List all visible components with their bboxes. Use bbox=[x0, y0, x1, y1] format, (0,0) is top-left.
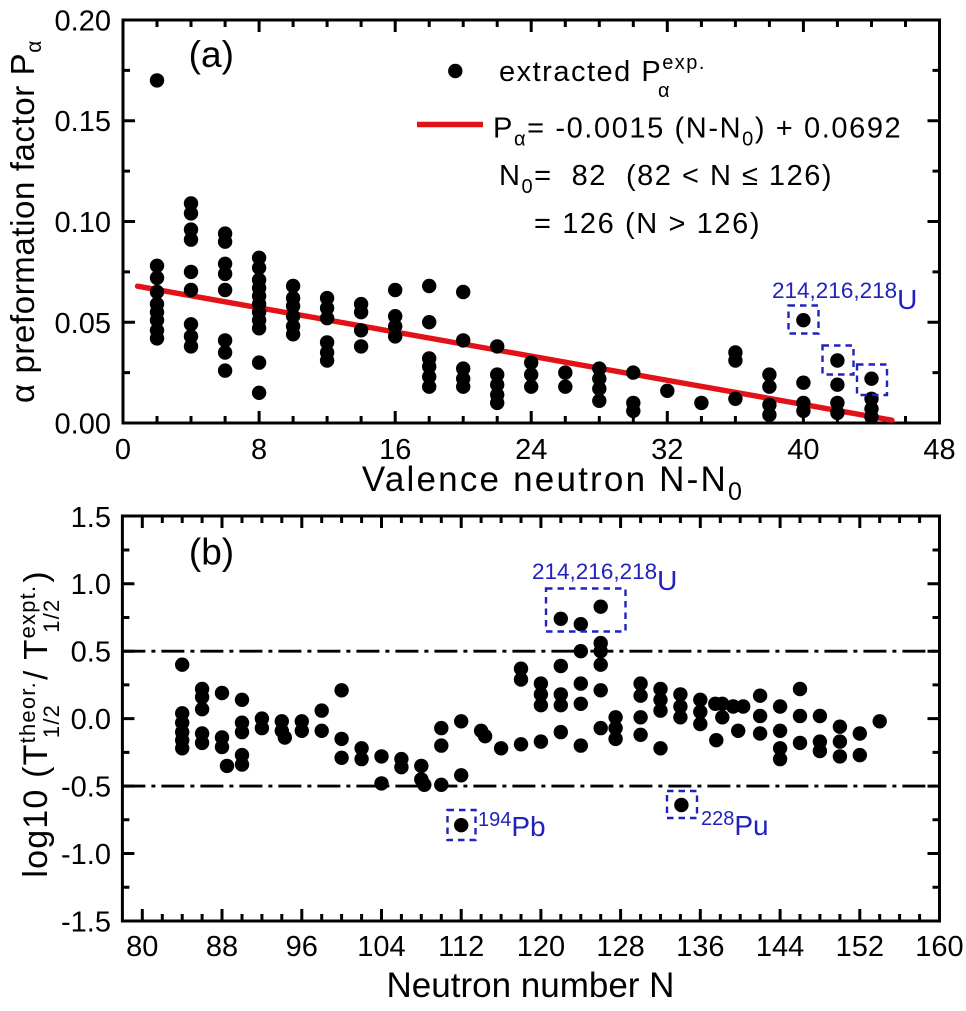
svg-text:N0= 82 (82 < N ≤ 126): N0= 82 (82 < N ≤ 126) bbox=[499, 160, 833, 198]
svg-text:1.0: 1.0 bbox=[71, 569, 111, 601]
svg-text:80: 80 bbox=[126, 931, 158, 963]
svg-text:-0.5: -0.5 bbox=[61, 772, 111, 804]
svg-text:Pα= -0.0015 (N-N0) + 0.0692: Pα= -0.0015 (N-N0) + 0.0692 bbox=[493, 113, 902, 151]
svg-text:Valence neutron N-N0: Valence neutron N-N0 bbox=[362, 460, 744, 506]
svg-text:Neutron number N: Neutron number N bbox=[387, 966, 675, 1005]
svg-text:0.15: 0.15 bbox=[55, 106, 111, 138]
svg-text:(a): (a) bbox=[189, 34, 234, 75]
svg-text:128: 128 bbox=[596, 931, 644, 963]
svg-text:24: 24 bbox=[515, 434, 547, 466]
svg-text:32: 32 bbox=[651, 434, 683, 466]
svg-text:-1.5: -1.5 bbox=[61, 907, 111, 939]
svg-text:0.05: 0.05 bbox=[55, 308, 111, 340]
svg-text:152: 152 bbox=[836, 931, 884, 963]
svg-text:136: 136 bbox=[676, 931, 724, 963]
svg-text:48: 48 bbox=[923, 434, 955, 466]
svg-text:0.0: 0.0 bbox=[71, 704, 111, 736]
svg-text:0.00: 0.00 bbox=[55, 409, 111, 441]
svg-text:16: 16 bbox=[379, 434, 411, 466]
svg-text:0.20: 0.20 bbox=[55, 6, 111, 38]
svg-text:α: α bbox=[658, 80, 670, 102]
svg-text:(b): (b) bbox=[189, 532, 234, 573]
svg-text:40: 40 bbox=[787, 434, 819, 466]
svg-text:0.5: 0.5 bbox=[71, 637, 111, 669]
svg-text:120: 120 bbox=[517, 931, 565, 963]
svg-text:112: 112 bbox=[438, 931, 484, 963]
svg-text:= 126 (N > 126): = 126 (N > 126) bbox=[534, 208, 761, 240]
svg-text:160: 160 bbox=[915, 931, 963, 963]
svg-text:8: 8 bbox=[251, 434, 267, 466]
svg-text:0.10: 0.10 bbox=[55, 207, 111, 239]
svg-text:144: 144 bbox=[756, 931, 804, 963]
svg-text:-1.0: -1.0 bbox=[61, 839, 111, 871]
svg-text:0: 0 bbox=[115, 434, 131, 466]
svg-text:1.5: 1.5 bbox=[71, 502, 111, 534]
svg-text:104: 104 bbox=[357, 931, 405, 963]
svg-text:96: 96 bbox=[286, 931, 318, 963]
svg-text:α preformation factor Pα: α preformation factor Pα bbox=[4, 40, 46, 403]
svg-text:log10 (Ttheor.1/2/ Texpt.1/2): log10 (Ttheor.1/2/ Texpt.1/2) bbox=[15, 570, 64, 877]
svg-text:88: 88 bbox=[206, 931, 238, 963]
